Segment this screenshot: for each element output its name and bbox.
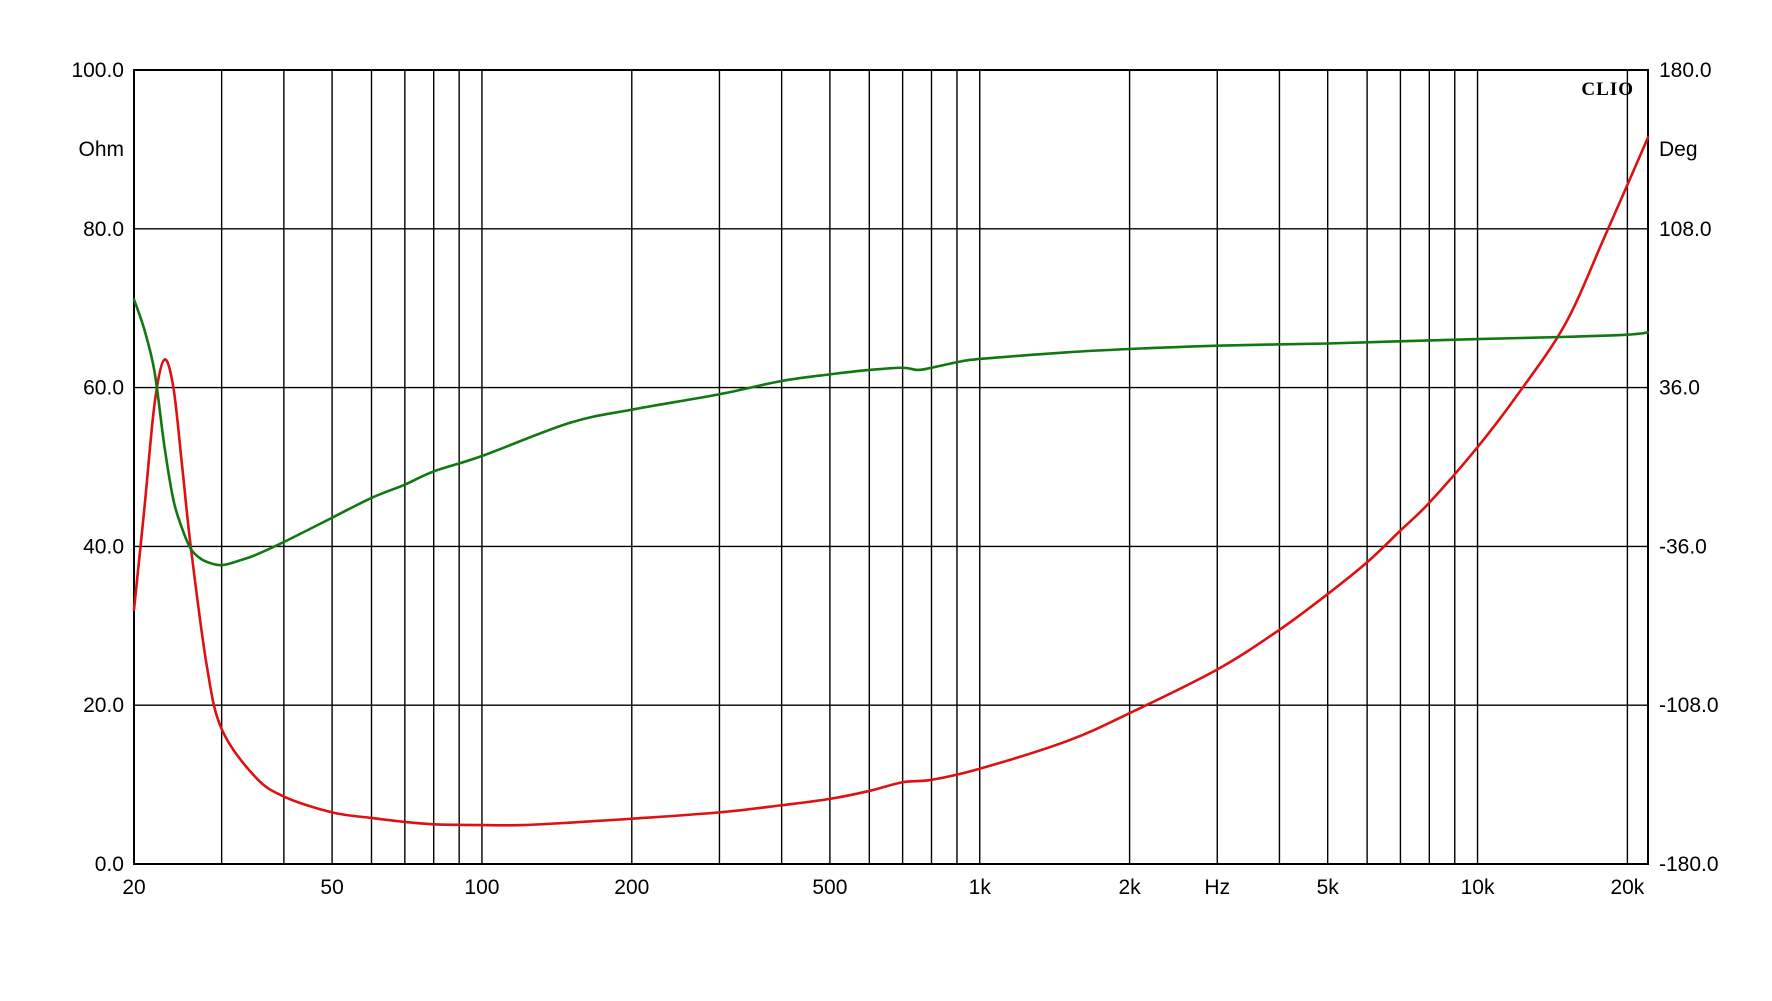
x-axis-ticks: 20 50 100 200 500 1k 2k 5k 10k 20k xyxy=(122,876,1645,899)
y-left-tick-label: 100.0 xyxy=(71,59,124,82)
y-left-tick-label: 40.0 xyxy=(83,535,124,558)
y-left-tick-label: 0.0 xyxy=(95,853,124,876)
grid xyxy=(133,69,1648,865)
x-tick-label: 2k xyxy=(1119,876,1142,899)
x-tick-label: 10k xyxy=(1461,876,1495,899)
x-tick-label: 500 xyxy=(812,876,847,899)
y-left-tick-label: 20.0 xyxy=(83,694,124,717)
x-tick-label: 20 xyxy=(122,876,145,899)
x-tick-label: 100 xyxy=(464,876,499,899)
x-tick-label: 200 xyxy=(614,876,649,899)
y-right-tick-label: -108.0 xyxy=(1659,694,1719,717)
y-right-tick-label: 108.0 xyxy=(1659,218,1712,241)
clio-brand-logo: CLIO xyxy=(1581,79,1634,100)
y-right-axis-ticks: -180.0 -108.0 -36.0 36.0 108.0 180.0 xyxy=(1659,59,1719,876)
phase-series-line xyxy=(132,298,1650,567)
y-right-tick-label: 180.0 xyxy=(1659,59,1712,82)
x-tick-label: 1k xyxy=(969,876,992,899)
y-left-tick-label: 80.0 xyxy=(83,218,124,241)
y-right-tick-label: 36.0 xyxy=(1659,377,1700,400)
impedance-series-line xyxy=(132,136,1650,827)
y-right-axis-label: Deg xyxy=(1659,138,1698,161)
x-tick-label: 5k xyxy=(1317,876,1340,899)
y-right-tick-label: -36.0 xyxy=(1659,535,1707,558)
y-right-tick-label: -180.0 xyxy=(1659,853,1719,876)
y-left-axis-label: Ohm xyxy=(78,138,124,161)
y-left-tick-label: 60.0 xyxy=(83,377,124,400)
series-group xyxy=(132,136,1650,827)
x-tick-label: 20k xyxy=(1610,876,1644,899)
x-axis-label: Hz xyxy=(1204,876,1230,899)
x-tick-label: 50 xyxy=(320,876,343,899)
plot-frame xyxy=(133,69,1649,865)
y-left-axis-ticks: 0.0 20.0 40.0 60.0 80.0 100.0 xyxy=(71,59,124,876)
